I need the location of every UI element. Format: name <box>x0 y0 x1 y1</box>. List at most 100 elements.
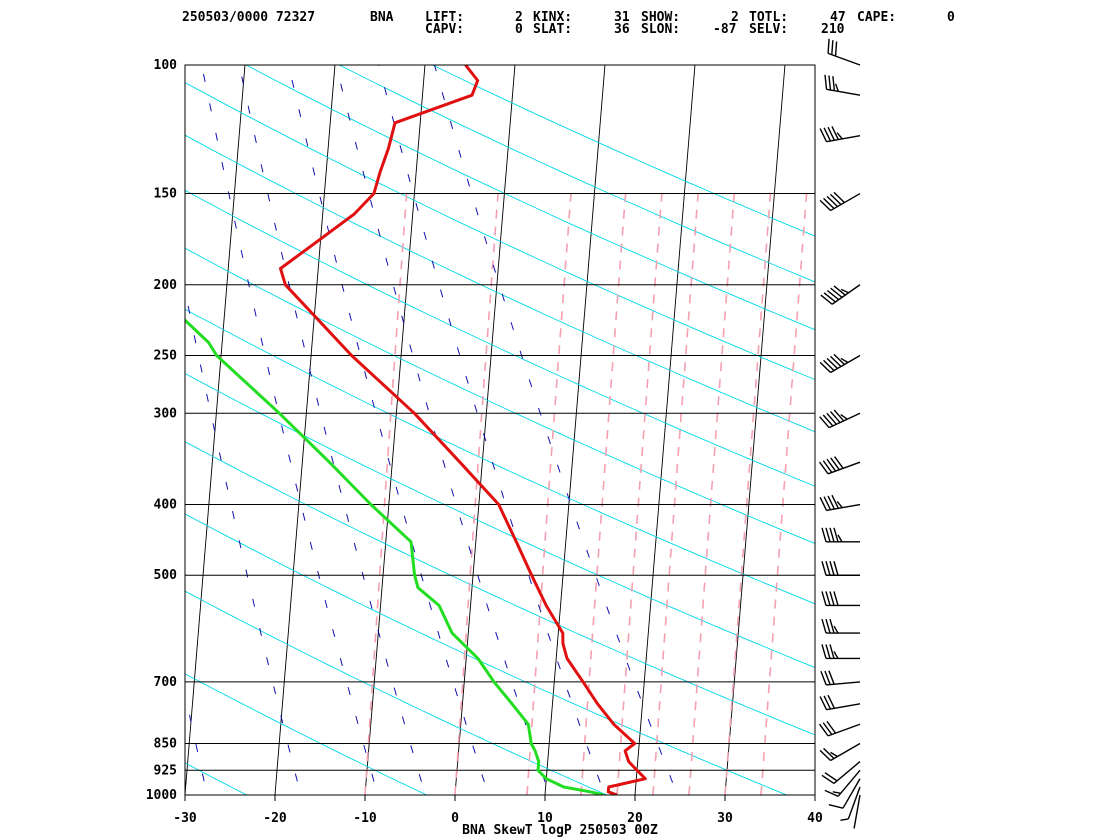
chart-title: BNA SkewT logP 250503 00Z <box>462 823 658 838</box>
isotherm <box>814 789 815 795</box>
slat-value: 36 <box>614 22 630 37</box>
wind-barb-staff <box>847 786 861 820</box>
temperature-tick-label: 20 <box>627 811 643 826</box>
temperature-tick-label: 0 <box>451 811 459 826</box>
moist-adiabat <box>454 193 499 795</box>
temperature-trace <box>279 65 647 795</box>
pressure-tick-label: 700 <box>154 675 178 690</box>
pressure-tick-label: 300 <box>154 406 178 421</box>
isotherm <box>364 65 426 795</box>
moist-adiabat <box>364 193 408 795</box>
wind-barb-flag <box>819 497 828 511</box>
selv-value: 210 <box>821 22 845 37</box>
wind-barb-flag <box>823 292 836 303</box>
wind-barb-flag <box>824 789 839 797</box>
wind-barb-flag <box>829 193 842 206</box>
wind-barb-flag <box>819 416 830 429</box>
wind-barb-flag <box>818 723 829 737</box>
capv-label: CAPV: <box>425 22 465 37</box>
wind-barb-staff <box>826 88 861 96</box>
wind-barb-staff <box>827 52 861 66</box>
wind-barb-flag <box>826 289 840 301</box>
dry-adiabat <box>185 590 608 795</box>
wind-barb-staff <box>853 794 861 829</box>
wind-barb-flag <box>822 414 834 427</box>
slat-label: SLAT: <box>533 22 573 37</box>
wind-barb-flag <box>826 412 837 425</box>
wind-barb-flag <box>825 527 831 543</box>
wind-barb-flag <box>840 413 848 420</box>
wind-barb-flag <box>825 618 831 634</box>
dry-adiabat <box>245 65 815 331</box>
dry-adiabat <box>185 82 815 381</box>
wind-barb-staff <box>830 742 861 762</box>
capv-value: 0 <box>515 22 523 37</box>
wind-barb-staff <box>830 354 861 374</box>
plot-border <box>184 64 816 796</box>
temperature-tick-label: 40 <box>807 811 823 826</box>
wind-barb-flag <box>818 461 829 475</box>
pressure-tick-label: 500 <box>154 568 178 583</box>
dry-adiabat <box>185 189 815 487</box>
wind-barb-flag <box>826 357 838 369</box>
pressure-tick-label: 925 <box>154 763 177 778</box>
moist-adiabat <box>580 193 627 795</box>
moist-adiabat <box>526 193 572 795</box>
isotherm <box>4 49 67 811</box>
isotherm <box>185 65 246 795</box>
wind-barb-flag <box>829 411 841 424</box>
dry-adiabat <box>185 373 815 669</box>
wind-barb-flag <box>833 409 845 422</box>
background-lines <box>4 49 815 811</box>
temperature-tick-label: 30 <box>717 811 733 826</box>
wind-barbs <box>818 38 861 829</box>
wind-barb-flag <box>833 527 839 543</box>
wind-barb-flag <box>833 285 846 296</box>
dry-adiabat <box>185 134 815 433</box>
wind-barb-flag <box>826 720 837 734</box>
moist-adiabat <box>724 193 772 795</box>
wind-barb-flag <box>827 495 836 510</box>
wind-barb-flag <box>819 749 832 761</box>
wind-barb-flag <box>821 561 827 576</box>
wind-barb-flag <box>824 74 828 90</box>
wind-barb-flag <box>821 618 827 634</box>
wind-barb-flag <box>830 287 843 298</box>
wind-barb-staff <box>837 769 861 797</box>
isobar-lines <box>185 64 815 796</box>
wind-barb-flag <box>834 83 839 92</box>
wind-barb-flag <box>833 651 839 659</box>
mixing-ratio-line <box>335 65 551 795</box>
wind-barb-staff <box>828 412 861 429</box>
wind-barb-staff <box>826 681 861 686</box>
dry-adiabat <box>185 513 788 795</box>
wind-barb-flag <box>819 128 828 142</box>
wind-barb-flag <box>833 191 845 204</box>
wind-barb-flag <box>830 751 838 758</box>
wind-barb-flag <box>833 353 845 365</box>
wind-barb-flag <box>834 41 838 57</box>
wind-barb-flag <box>829 644 835 659</box>
wind-barb-flag <box>825 561 831 576</box>
wind-barb-staff <box>827 461 861 475</box>
wind-barb-flag <box>822 460 833 473</box>
mixing-ratio-line <box>201 65 379 795</box>
pressure-tick-label: 100 <box>154 58 178 73</box>
pressure-tick-label: 850 <box>154 736 178 751</box>
lift-label: LIFT: <box>425 10 465 25</box>
totl-label: TOTL: <box>749 10 789 25</box>
wind-barb-flag <box>833 591 839 606</box>
wind-barb-flag <box>840 357 849 364</box>
selv-label: SELV: <box>749 22 789 37</box>
wind-barb-flag <box>819 361 832 373</box>
show-label: SHOW: <box>641 10 681 25</box>
wind-barb-flag <box>836 132 843 140</box>
wind-barb-flag <box>823 197 835 210</box>
wind-barb-staff <box>831 284 861 305</box>
wind-barb-flag <box>826 458 837 472</box>
temperature-tick-label: -20 <box>263 811 287 826</box>
wind-barb-flag <box>827 694 836 709</box>
wind-barb-flag <box>828 803 844 809</box>
pressure-tick-label: 200 <box>154 278 178 293</box>
